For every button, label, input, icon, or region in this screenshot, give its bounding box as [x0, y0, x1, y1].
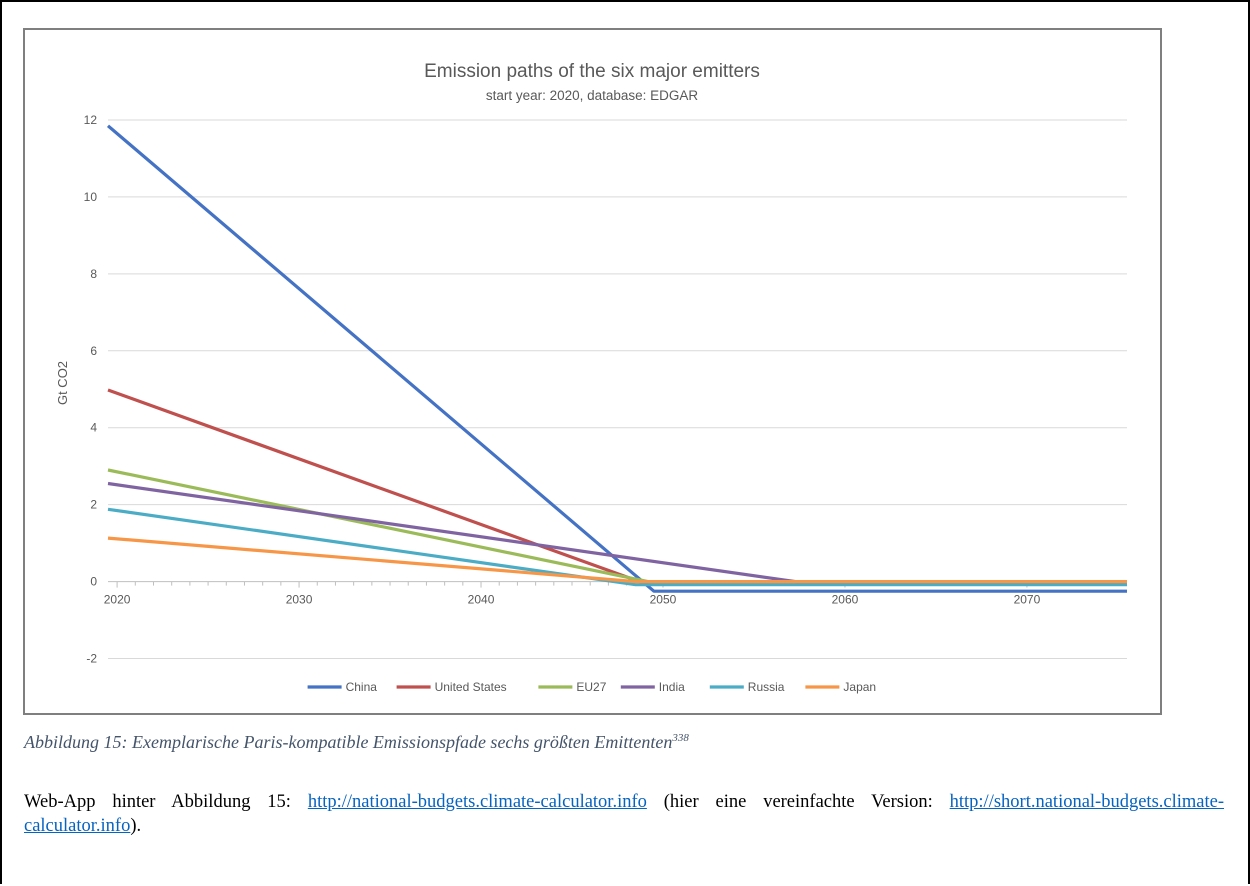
y-tick-label: 8	[90, 267, 97, 281]
x-tick-label: 2060	[832, 593, 859, 607]
legend-label-united-states: United States	[435, 680, 507, 694]
chart-subtitle: start year: 2020, database: EDGAR	[486, 88, 699, 103]
webapp-link-short[interactable]: http://short.national-budgets.climate-ca…	[24, 792, 1224, 836]
webapp-middle: (hier eine vereinfachte Version:	[646, 792, 950, 812]
y-tick-label: 6	[90, 344, 97, 358]
legend-label-japan: Japan	[843, 680, 876, 694]
webapp-suffix: ).	[130, 816, 142, 836]
series-line-china	[106, 124, 1127, 593]
y-tick-label: 4	[90, 421, 97, 435]
webapp-prefix: Web-App hinter Abbildung 15:	[24, 792, 308, 812]
figure-caption: Abbildung 15: Exemplarische Paris-kompat…	[24, 732, 1224, 753]
caption-text: Abbildung 15: Exemplarische Paris-kompat…	[24, 732, 673, 752]
legend-label-eu27: EU27	[576, 680, 606, 694]
y-tick-label: 10	[84, 190, 98, 204]
emission-chart: Emission paths of the six major emitters…	[55, 61, 1127, 694]
x-tick-label: 2050	[650, 593, 677, 607]
series-line-eu27	[107, 468, 1127, 585]
series-line-united-states	[107, 388, 1127, 586]
webapp-link-main[interactable]: http://national-budgets.climate-calculat…	[307, 792, 647, 812]
x-tick-label: 2030	[286, 593, 313, 607]
webapp-paragraph: Web-App hinter Abbildung 15: http://nati…	[24, 790, 1224, 838]
y-tick-label: 2	[90, 498, 97, 512]
series-line-russia	[107, 507, 1127, 587]
y-tick-label: 12	[84, 113, 98, 127]
legend-label-india: India	[659, 680, 685, 694]
x-tick-label: 2020	[104, 593, 131, 607]
series-line-india	[107, 481, 1127, 586]
series-line-japan	[107, 536, 1127, 584]
x-tick-label: 2070	[1014, 593, 1041, 607]
caption-footnote: 338	[672, 732, 689, 744]
legend-label-russia: Russia	[748, 680, 785, 694]
legend-label-china: China	[346, 680, 378, 694]
y-tick-label: 0	[90, 575, 97, 589]
x-tick-label: 2040	[468, 593, 495, 607]
chart-title: Emission paths of the six major emitters	[424, 61, 760, 82]
y-tick-label: -2	[86, 652, 97, 666]
chart-container: Emission paths of the six major emitters…	[23, 28, 1162, 715]
y-axis-label: Gt CO2	[55, 361, 70, 405]
